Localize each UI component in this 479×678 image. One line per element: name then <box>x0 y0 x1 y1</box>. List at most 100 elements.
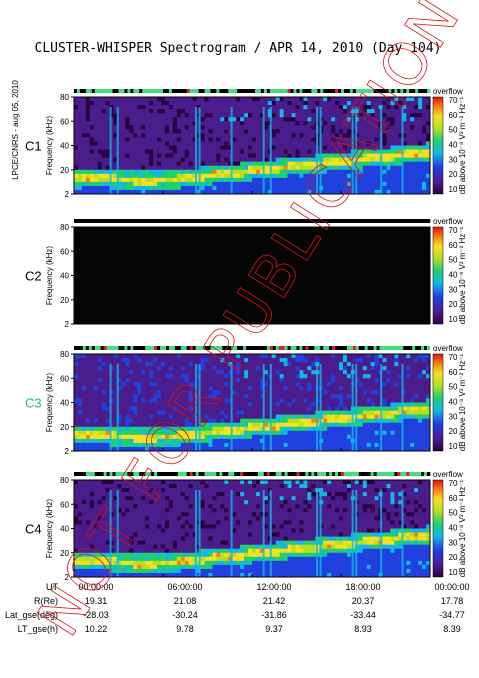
heatmap-cell <box>307 442 312 448</box>
heatmap-cell <box>244 109 249 114</box>
status-segment <box>177 472 182 476</box>
heatmap-cell <box>342 370 348 375</box>
heatmap-cell <box>240 141 245 146</box>
heatmap-cell <box>74 390 79 395</box>
status-segment <box>311 346 315 350</box>
heatmap-cell <box>426 414 431 419</box>
heatmap-cell <box>299 185 304 191</box>
colorbar-tick-label: 30 <box>449 285 458 294</box>
colorbar-tick-label: 10 <box>449 185 458 194</box>
heatmap-cell <box>291 149 296 154</box>
heatmap-cell <box>133 446 138 452</box>
heatmap-cell <box>101 141 106 146</box>
heatmap-cell <box>299 165 304 171</box>
heatmap-cell <box>271 181 277 187</box>
heatmap-cell <box>366 149 371 154</box>
heatmap-cell <box>303 426 308 432</box>
heatmap-cell <box>228 410 233 415</box>
heatmap-cell <box>101 354 106 359</box>
heatmap-cell <box>180 390 186 395</box>
status-segment <box>157 219 161 223</box>
heatmap-cell <box>255 406 261 411</box>
heatmap-cell <box>74 149 79 154</box>
heatmap-cell <box>390 446 395 452</box>
status-segment <box>257 89 262 93</box>
heatmap-cell <box>299 101 304 106</box>
heatmap-cell <box>295 410 300 415</box>
heatmap-cell <box>125 402 130 407</box>
heatmap-cell <box>342 374 348 379</box>
status-segment <box>293 472 297 476</box>
heatmap-cell <box>228 442 233 448</box>
heatmap-cell <box>374 161 379 167</box>
heatmap-cell <box>418 410 423 415</box>
burst-band <box>109 364 112 451</box>
heatmap-cell <box>236 374 241 379</box>
heatmap-cell <box>101 145 106 150</box>
heatmap-cell <box>97 362 102 367</box>
status-segment <box>207 472 211 476</box>
heatmap-cell <box>216 358 221 363</box>
heatmap-cell <box>228 354 233 359</box>
heatmap-cell <box>97 109 102 114</box>
heatmap-cell <box>137 446 142 452</box>
heatmap-cell <box>394 137 399 142</box>
heatmap-cell <box>74 442 79 448</box>
heatmap-cell <box>129 129 134 134</box>
status-segment <box>299 346 303 350</box>
heatmap-cell <box>164 133 170 138</box>
heatmap-cell <box>323 189 328 195</box>
heatmap-cell <box>240 406 245 411</box>
heatmap-cell <box>248 378 253 383</box>
heatmap-cell <box>200 390 205 395</box>
heatmap-cell <box>342 105 348 110</box>
heatmap-cell <box>192 149 197 154</box>
heatmap-cell <box>204 177 209 183</box>
status-segment <box>335 89 339 93</box>
heatmap-cell <box>335 374 340 379</box>
heatmap-cell <box>394 189 399 195</box>
heatmap-cell <box>236 402 241 407</box>
heatmap-cell <box>248 398 253 403</box>
heatmap-cell <box>149 390 154 395</box>
heatmap-cell <box>232 418 237 424</box>
heatmap-cell <box>93 121 99 126</box>
heatmap-cell <box>172 161 178 167</box>
heatmap-cell <box>164 121 170 126</box>
heatmap-cell <box>398 386 403 391</box>
heatmap-cell <box>287 434 292 440</box>
heatmap-cell <box>188 426 193 432</box>
heatmap-cell <box>248 402 253 407</box>
heatmap-cell <box>283 137 288 142</box>
status-segment <box>358 472 363 476</box>
heatmap-cell <box>283 370 288 375</box>
heatmap-cell <box>172 121 178 126</box>
heatmap-cell <box>346 177 352 183</box>
heatmap-cell <box>81 173 87 179</box>
heatmap-cell <box>418 165 423 171</box>
heatmap-cell <box>101 113 106 118</box>
heatmap-cell <box>394 362 399 367</box>
heatmap-cell <box>101 366 106 371</box>
heatmap-cell <box>244 169 249 175</box>
heatmap-cell <box>366 125 371 130</box>
heatmap-cell <box>406 129 411 134</box>
heatmap-cell <box>172 133 178 138</box>
status-segment <box>228 346 232 350</box>
heatmap-cell <box>406 145 411 150</box>
heatmap-cell <box>188 442 193 448</box>
heatmap-cell <box>331 410 336 415</box>
heatmap-cell <box>342 133 348 138</box>
heatmap-cell <box>232 161 237 167</box>
heatmap-cell <box>157 113 162 118</box>
heatmap-cell <box>402 414 407 419</box>
heatmap-cell <box>176 354 182 359</box>
heatmap-cell <box>394 145 399 150</box>
heatmap-cell <box>382 133 387 138</box>
heatmap-cell <box>339 354 344 359</box>
heatmap-cell <box>362 145 368 150</box>
heatmap-cell <box>255 105 261 110</box>
heatmap-cell <box>145 370 150 375</box>
heatmap-cell <box>77 386 83 391</box>
heatmap-cell <box>153 402 158 407</box>
